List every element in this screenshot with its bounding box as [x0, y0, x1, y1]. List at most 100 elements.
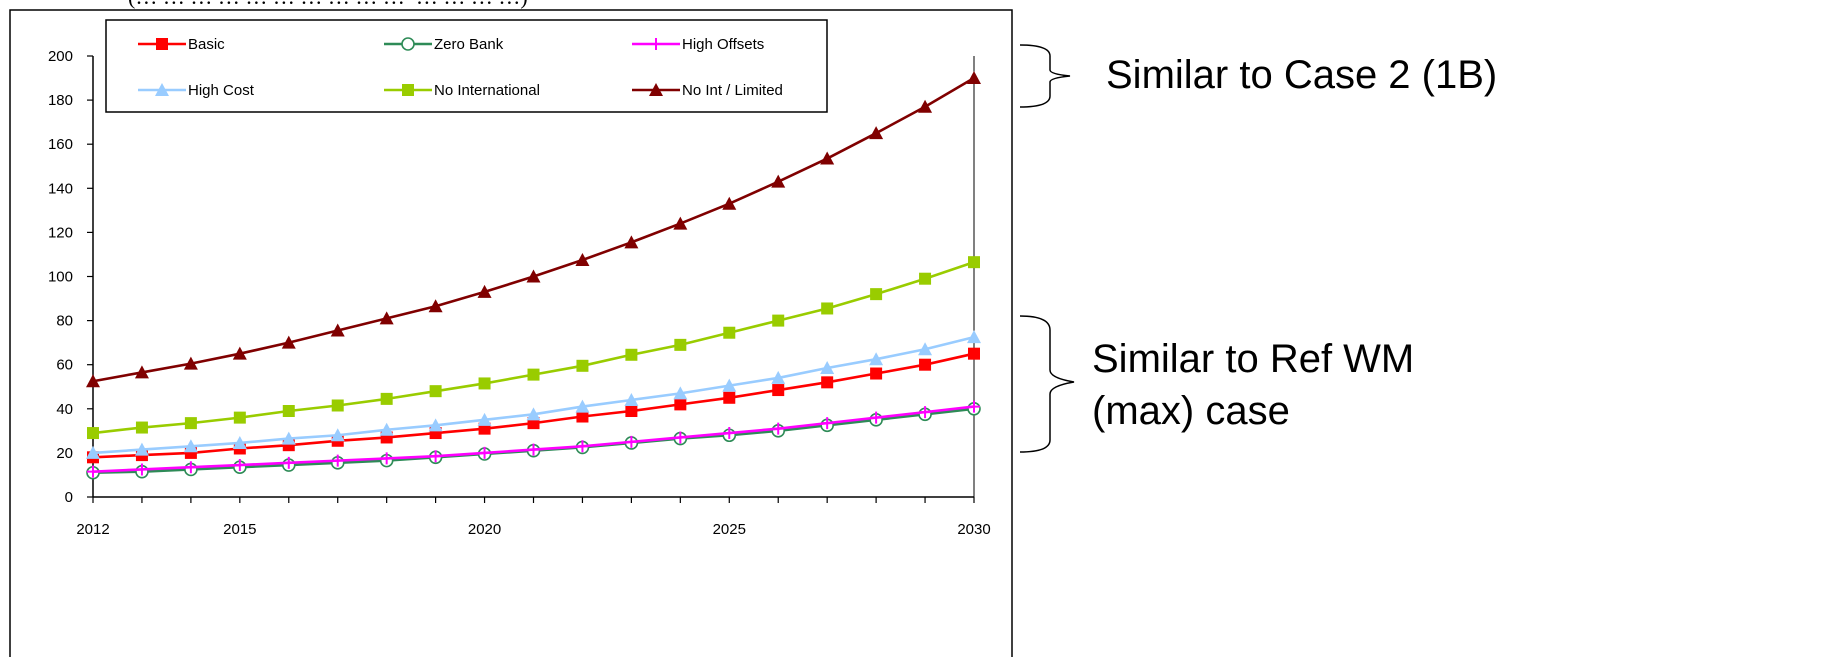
data-point-high-offsets [723, 427, 736, 440]
data-point-high-offsets [478, 446, 491, 459]
data-point-no-international [380, 392, 393, 405]
x-axis-ticks: 2012 2015 2020 2025 2030 [76, 497, 991, 538]
brace-bottom [1019, 315, 1075, 453]
legend-item-basic: Basic [138, 36, 225, 53]
data-point-high-offsets [135, 463, 148, 476]
data-point-no-international [184, 417, 197, 430]
data-point-high-offsets [625, 435, 638, 448]
data-point-no-international [723, 326, 736, 339]
data-point-high-cost [722, 378, 737, 392]
data-point-no-int-limited [526, 269, 541, 283]
data-point-high-cost [232, 435, 247, 449]
data-point-basic [919, 358, 932, 371]
legend-swatch-marker [156, 38, 168, 50]
data-point-no-int-limited [869, 126, 884, 140]
data-point-no-int-limited [428, 299, 443, 313]
data-point-high-offsets [968, 400, 980, 413]
data-point-high-cost [771, 370, 786, 384]
data-point-high-cost [918, 342, 933, 356]
y-tick-label: 180 [48, 92, 73, 109]
data-point-no-int-limited [477, 284, 492, 298]
annotation-top-group: Similar to Case 2 (1B) [1019, 44, 1497, 108]
data-point-high-offsets [527, 443, 540, 456]
data-point-no-int-limited [379, 311, 394, 325]
data-point-high-cost [183, 439, 198, 453]
series-high-cost [86, 330, 981, 459]
data-point-no-int-limited [771, 174, 786, 188]
data-point-high-offsets [380, 452, 393, 465]
data-point-no-international [233, 411, 246, 424]
legend-label: High Cost [188, 82, 255, 99]
legend-label: Zero Bank [434, 36, 504, 53]
y-tick-label: 120 [48, 224, 73, 241]
data-point-high-cost [281, 431, 296, 445]
data-point-high-cost [526, 407, 541, 421]
legend-label: Basic [188, 36, 225, 53]
data-point-basic [625, 405, 638, 418]
legend: Basic Zero Bank High Offsets High Cost No In… [105, 19, 828, 113]
data-point-no-int-limited [281, 335, 296, 349]
y-tick-label: 200 [48, 48, 73, 65]
data-point-no-international [87, 427, 99, 440]
data-point-no-international [527, 368, 540, 381]
data-point-no-int-limited [134, 365, 149, 379]
data-point-no-international [331, 399, 344, 412]
legend-label: No International [434, 82, 540, 99]
data-point-basic [674, 398, 687, 411]
legend-item-no-international: No International [384, 82, 540, 99]
data-point-high-cost [428, 418, 443, 432]
data-point-high-offsets [821, 417, 834, 430]
data-point-high-offsets [870, 411, 883, 424]
data-point-high-offsets [87, 465, 99, 478]
data-point-basic [576, 410, 589, 423]
legend-swatch-marker [401, 37, 415, 51]
data-point-no-int-limited [722, 196, 737, 210]
legend-swatch-marker [402, 84, 414, 96]
legend-item-high-offsets: High Offsets [632, 36, 764, 53]
y-tick-label: 20 [56, 445, 73, 462]
data-point-high-cost [624, 392, 639, 406]
y-tick-label: 140 [48, 180, 73, 197]
legend-item-high-cost: High Cost [138, 82, 255, 99]
series-line-no-int-limited [92, 76, 975, 383]
data-point-no-international [919, 272, 932, 285]
data-point-no-int-limited [575, 252, 590, 266]
data-point-no-international [772, 314, 785, 327]
legend-label: High Offsets [682, 36, 764, 53]
y-tick-label: 80 [56, 313, 73, 330]
data-point-no-int-limited [624, 235, 639, 249]
annotation-top: Similar to Case 2 (1B) [1106, 53, 1497, 97]
series-line-high-cost [92, 335, 975, 455]
x-tick-label: 2030 [957, 521, 990, 538]
brace-top [1019, 44, 1071, 108]
data-point-basic [772, 384, 785, 397]
annotation-bottom-group: Similar to Ref WM (max) case [1019, 315, 1414, 453]
legend-item-no-int-limited: No Int / Limited [632, 82, 783, 99]
data-point-no-international [968, 256, 980, 269]
data-point-high-offsets [429, 450, 442, 463]
data-point-high-offsets [233, 459, 246, 472]
data-point-high-offsets [576, 440, 589, 453]
data-point-high-offsets [772, 422, 785, 435]
data-point-no-international [625, 348, 638, 361]
series-no-int-limited [86, 71, 981, 388]
legend-box [105, 19, 828, 113]
data-point-no-int-limited [330, 323, 345, 337]
data-point-high-cost [330, 428, 345, 442]
y-tick-label: 60 [56, 357, 73, 374]
data-point-high-cost [575, 399, 590, 413]
data-point-no-int-limited [183, 356, 198, 370]
legend-item-zero-bank: Zero Bank [384, 36, 504, 53]
x-tick-label: 2020 [468, 521, 501, 538]
data-point-basic [968, 347, 980, 360]
x-tick-label: 2025 [713, 521, 746, 538]
y-tick-label: 40 [56, 401, 73, 418]
legend-label: No Int / Limited [682, 82, 783, 99]
cropped-header-text: (… … ⁠… … … … … … … … ⁠ … … … …) [128, 0, 528, 9]
x-tick-label: 2012 [76, 521, 109, 538]
data-point-high-cost [869, 352, 884, 366]
data-point-no-international [478, 377, 491, 390]
data-point-no-int-limited [673, 216, 688, 230]
data-point-high-cost [86, 445, 100, 459]
